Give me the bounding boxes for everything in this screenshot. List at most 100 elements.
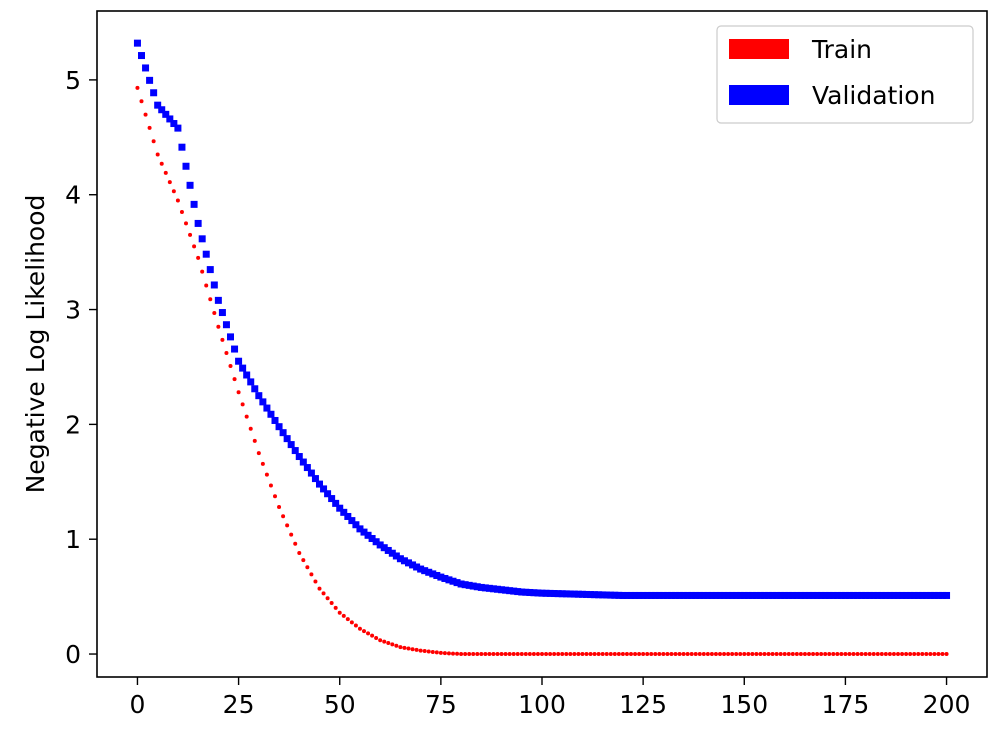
validation-point: [182, 162, 190, 170]
train-point: [600, 652, 605, 657]
validation-point: [566, 590, 574, 598]
validation-point: [510, 587, 518, 595]
train-point: [378, 638, 383, 643]
train-point: [159, 161, 164, 166]
train-point: [705, 652, 710, 657]
train-point: [333, 605, 338, 610]
validation-point: [858, 591, 866, 599]
train-point: [701, 652, 706, 657]
validation-point: [530, 589, 538, 597]
validation-point: [619, 591, 627, 599]
train-point: [273, 494, 277, 499]
train-point: [665, 652, 670, 657]
validation-point: [845, 591, 853, 599]
validation-point: [494, 585, 501, 593]
validation-point: [271, 416, 279, 424]
train-point: [309, 572, 314, 577]
train-point: [540, 652, 544, 657]
train-point: [823, 652, 828, 657]
train-point: [414, 647, 419, 652]
validation-point: [146, 76, 154, 84]
validation-point: [247, 378, 255, 386]
validation-point: [320, 485, 328, 493]
validation-point: [878, 591, 886, 599]
train-point: [277, 505, 282, 510]
train-point: [673, 652, 678, 657]
validation-point: [850, 591, 857, 599]
validation-point: [202, 250, 210, 258]
train-point: [507, 652, 512, 657]
train-point: [503, 652, 508, 657]
series-train: [135, 85, 949, 657]
validation-point: [833, 591, 841, 599]
x-tick-label: 100: [518, 690, 566, 719]
train-point: [281, 514, 286, 519]
validation-point: [433, 571, 441, 579]
train-point: [629, 652, 633, 657]
validation-point: [603, 591, 611, 599]
train-point: [325, 596, 330, 601]
train-point: [762, 652, 767, 657]
train-point: [624, 652, 629, 657]
validation-point: [894, 591, 902, 599]
validation-point: [210, 281, 218, 289]
validation-point: [781, 591, 789, 599]
train-point: [887, 652, 892, 657]
validation-point: [874, 591, 882, 599]
validation-point: [647, 591, 655, 599]
train-point: [483, 652, 488, 657]
validation-point: [441, 574, 449, 582]
train-point: [778, 652, 783, 657]
validation-point: [627, 591, 635, 599]
train-point: [568, 652, 573, 657]
legend-swatch-validation: [729, 85, 789, 105]
validation-point: [259, 398, 267, 406]
validation-point: [267, 410, 275, 418]
train-point: [321, 591, 326, 596]
validation-point: [922, 591, 930, 599]
validation-point: [400, 557, 408, 565]
train-point: [422, 649, 427, 654]
validation-point: [522, 588, 530, 596]
validation-point: [643, 591, 651, 599]
validation-point: [449, 577, 457, 585]
train-point: [495, 652, 500, 657]
validation-point: [299, 458, 307, 466]
validation-point: [194, 219, 202, 227]
validation-point: [307, 469, 315, 477]
validation-point: [457, 580, 465, 588]
validation-point: [716, 591, 724, 599]
train-point: [390, 642, 395, 647]
validation-point: [546, 589, 554, 597]
validation-point: [599, 591, 607, 599]
train-point: [855, 652, 860, 657]
validation-point: [360, 528, 368, 536]
train-point: [750, 652, 755, 657]
validation-point: [425, 568, 433, 576]
validation-point: [805, 591, 813, 599]
validation-point: [154, 101, 162, 109]
train-point: [936, 652, 941, 657]
validation-point: [902, 591, 910, 599]
validation-point: [255, 392, 263, 400]
train-point: [329, 601, 334, 606]
train-point: [904, 652, 909, 657]
train-point: [248, 426, 253, 431]
validation-point: [943, 591, 951, 599]
train-point: [317, 586, 322, 591]
validation-point: [886, 591, 894, 599]
train-point: [264, 472, 269, 477]
x-tick-label: 25: [223, 690, 255, 719]
train-point: [940, 652, 945, 657]
train-point: [515, 652, 520, 657]
validation-point: [243, 371, 251, 379]
validation-point: [214, 296, 222, 304]
train-point: [645, 652, 650, 657]
validation-point: [934, 591, 942, 599]
train-point: [677, 652, 682, 657]
validation-point: [218, 309, 226, 317]
train-point: [932, 652, 937, 657]
validation-point: [696, 591, 704, 599]
validation-point: [481, 584, 489, 592]
y-tick-label: 3: [65, 296, 81, 325]
